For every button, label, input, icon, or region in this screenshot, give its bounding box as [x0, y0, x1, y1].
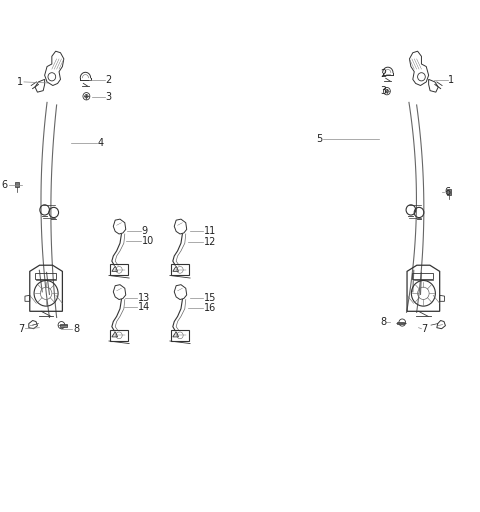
- Text: 2: 2: [106, 75, 112, 86]
- Text: 7: 7: [421, 324, 428, 334]
- Bar: [60, 324, 67, 327]
- Circle shape: [84, 94, 88, 98]
- Text: 8: 8: [380, 316, 386, 327]
- Text: 8: 8: [73, 324, 79, 334]
- Bar: [110, 330, 128, 341]
- Text: 4: 4: [98, 138, 104, 148]
- Bar: [171, 330, 189, 341]
- Text: 7: 7: [18, 324, 24, 334]
- Bar: [171, 264, 189, 275]
- Text: 3: 3: [106, 92, 112, 102]
- Text: 1: 1: [17, 77, 23, 87]
- Text: 6: 6: [444, 187, 451, 197]
- Bar: [412, 273, 433, 280]
- Text: 10: 10: [142, 236, 154, 246]
- Bar: [110, 264, 128, 275]
- Text: 15: 15: [204, 293, 216, 303]
- Text: 14: 14: [138, 302, 151, 312]
- Text: 5: 5: [316, 134, 323, 144]
- Text: 13: 13: [138, 293, 151, 303]
- Text: 2: 2: [380, 69, 386, 79]
- Bar: [447, 189, 451, 195]
- Bar: [15, 182, 19, 187]
- Bar: [397, 322, 404, 324]
- Text: 1: 1: [448, 75, 454, 86]
- Text: 9: 9: [142, 226, 148, 237]
- Text: 12: 12: [204, 237, 216, 247]
- Bar: [35, 273, 56, 280]
- Text: 11: 11: [204, 226, 216, 237]
- Text: 6: 6: [1, 180, 8, 190]
- Text: 16: 16: [204, 303, 216, 313]
- Text: 3: 3: [380, 86, 386, 96]
- Circle shape: [385, 89, 389, 93]
